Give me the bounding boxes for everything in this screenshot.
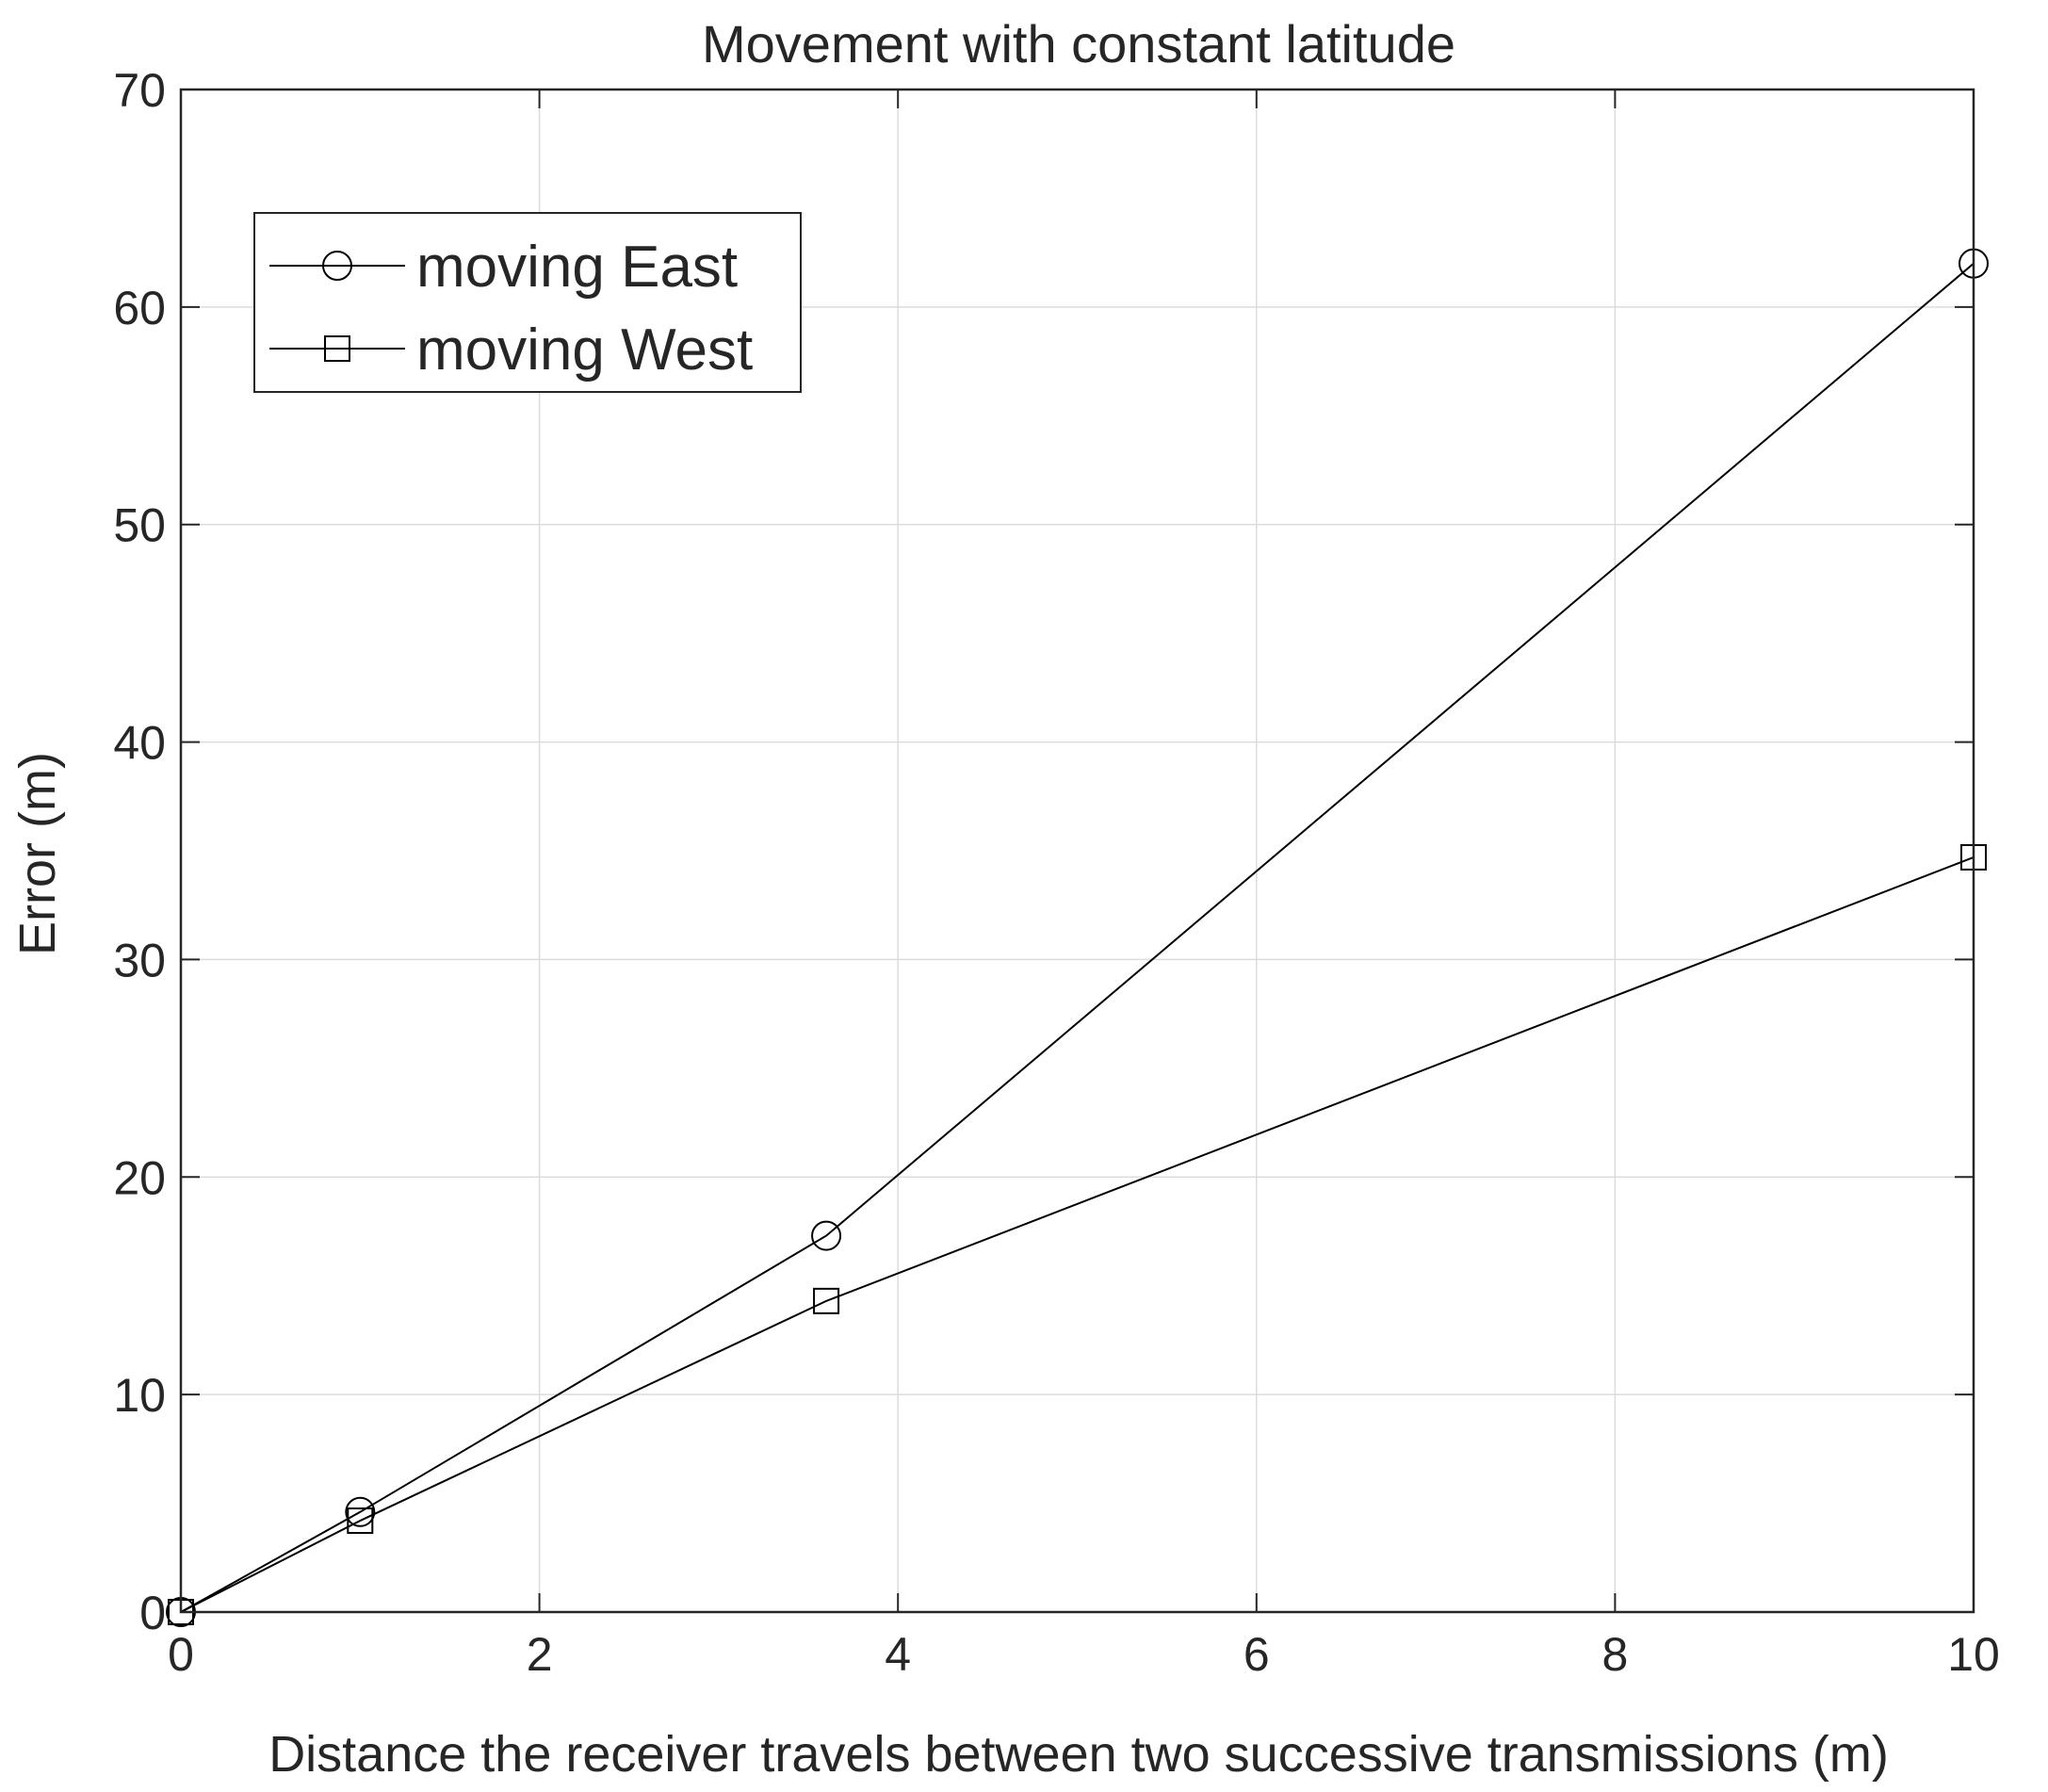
axis-ticks: 0 2 4 6 8 10 0 10 20 30 40 50 60 70 <box>113 64 1999 1681</box>
x-axis-label: Distance the receiver travels between tw… <box>268 1726 1889 1783</box>
x-tick-label: 6 <box>1243 1628 1270 1681</box>
circle-marker <box>322 251 352 281</box>
legend-box <box>253 212 802 393</box>
y-tick-label: 40 <box>113 717 166 770</box>
x-tick-label: 10 <box>1947 1628 2000 1681</box>
axes-frame <box>179 88 1975 1614</box>
legend-label: moving West <box>416 318 753 383</box>
legend: moving East moving West <box>253 212 802 393</box>
x-tick-label: 8 <box>1601 1628 1628 1681</box>
chart-title: Movement with constant latitude <box>702 14 1455 73</box>
square-marker <box>813 1287 840 1314</box>
x-tick-label: 4 <box>885 1628 911 1681</box>
x-tick-label: 2 <box>527 1628 553 1681</box>
y-tick-label: 30 <box>113 934 166 986</box>
y-tick-label: 60 <box>113 282 166 334</box>
y-tick-label: 0 <box>139 1587 166 1639</box>
square-marker <box>347 1507 374 1535</box>
x-tick-label: 0 <box>168 1628 194 1681</box>
series-line <box>180 855 1975 1613</box>
y-tick-label: 10 <box>113 1369 166 1422</box>
y-tick-label: 50 <box>113 499 166 552</box>
circle-marker <box>345 1496 376 1527</box>
series-layer <box>166 248 1989 1627</box>
series-line <box>180 262 1975 1613</box>
square-marker <box>324 335 350 362</box>
circle-marker <box>811 1220 842 1251</box>
y-tick-label: 20 <box>113 1151 166 1204</box>
y-axis-label: Error (m) <box>9 752 66 955</box>
y-tick-label: 70 <box>113 64 166 117</box>
legend-label: moving East <box>416 235 738 300</box>
